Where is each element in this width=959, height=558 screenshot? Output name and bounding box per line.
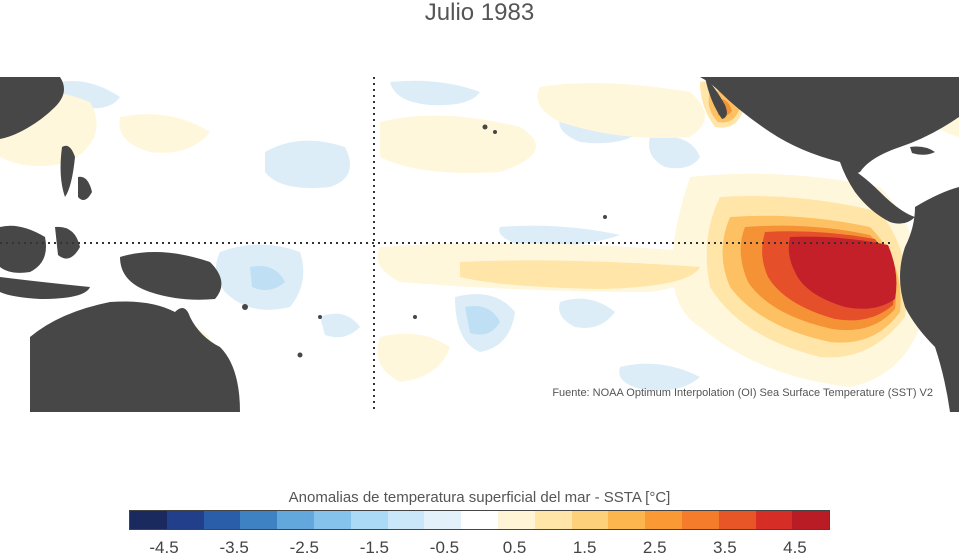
land-masses xyxy=(0,77,959,412)
map-canvas xyxy=(0,77,959,412)
colorbar-swatch xyxy=(681,511,719,529)
colorbar-swatch xyxy=(203,511,241,529)
central-america-land xyxy=(840,162,915,224)
colorbar-swatch xyxy=(497,511,535,529)
colorbar-swatch xyxy=(645,511,682,529)
colorbar-swatch xyxy=(240,511,278,529)
colorbar-swatch xyxy=(571,511,609,529)
colorbar-swatch xyxy=(166,511,204,529)
philippines-land xyxy=(60,145,75,197)
colorbar-tick-label: -0.5 xyxy=(429,538,460,557)
north-america-land xyxy=(700,77,959,174)
colorbar-swatch xyxy=(534,511,572,529)
colorbar-swatch xyxy=(277,511,314,529)
colorbar-swatch xyxy=(387,511,425,529)
colorbar-swatch xyxy=(792,511,830,529)
colorbar-tick-label: 3.5 xyxy=(713,538,737,557)
source-note: Fuente: NOAA Optimum Interpolation (OI) … xyxy=(552,387,933,399)
colorbar-tick-label: -4.5 xyxy=(149,538,179,557)
south-america-land xyxy=(900,187,959,412)
colorbar-tick-label: -1.5 xyxy=(359,538,389,557)
colorbar-swatch xyxy=(130,511,167,529)
new-guinea-land xyxy=(120,252,222,300)
colorbar-tick-label: 4.5 xyxy=(783,538,807,557)
colorbar xyxy=(129,510,830,530)
sst-anomaly-map xyxy=(0,77,959,412)
colorbar-tick-label: 1.5 xyxy=(572,538,597,557)
australia-land xyxy=(30,301,240,412)
colorbar-swatch xyxy=(461,511,498,529)
colorbar-swatch xyxy=(313,511,351,529)
negative-anomaly-stronger xyxy=(250,266,500,335)
colorbar-swatch xyxy=(718,511,756,529)
positive-anomaly-fields-darkred xyxy=(788,236,897,309)
colorbar-ticks: -4.5 -3.5 -2.5 -1.5 -0.5 0.5 1.5 2.5 3.5 4.5 xyxy=(0,538,959,558)
colorbar-swatch xyxy=(424,511,462,529)
colorbar-tick-label: 0.5 xyxy=(502,538,527,557)
colorbar-swatch xyxy=(755,511,793,529)
borneo-land xyxy=(0,225,46,273)
colorbar-swatch xyxy=(350,511,388,529)
asia-land xyxy=(0,77,64,139)
colorbar-swatch xyxy=(608,511,646,529)
colorbar-tick-label: -2.5 xyxy=(289,538,319,557)
map-title: Julio 1983 xyxy=(424,0,535,26)
colorbar-title: Anomalias de temperatura superficial del… xyxy=(288,489,671,506)
colorbar-tick-label: -3.5 xyxy=(219,538,249,557)
colorbar-tick-label: 2.5 xyxy=(642,538,667,557)
